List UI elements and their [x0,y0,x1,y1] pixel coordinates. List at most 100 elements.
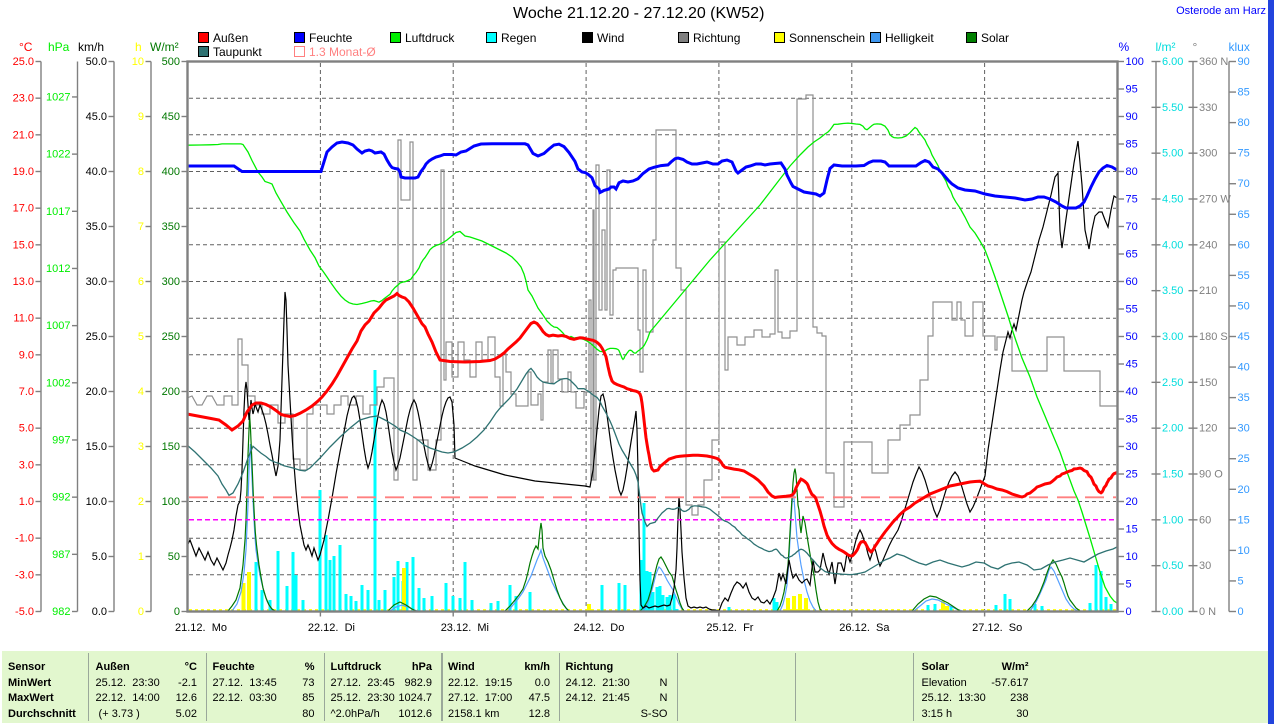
svg-text:85: 85 [1238,87,1250,99]
svg-text:l/m²: l/m² [1156,40,1176,54]
svg-text:0: 0 [138,606,144,618]
svg-text:200: 200 [162,386,180,398]
svg-text:25.12. Fr: 25.12. Fr [706,622,753,634]
svg-text:-1.0: -1.0 [15,533,34,545]
svg-text:35.0: 35.0 [86,221,107,233]
svg-text:45: 45 [1126,359,1138,371]
svg-text:15: 15 [1238,514,1250,526]
svg-text:19.0: 19.0 [13,166,34,178]
svg-text:5: 5 [1126,579,1132,591]
svg-text:180 S: 180 S [1199,331,1228,343]
svg-text:987: 987 [52,549,70,561]
svg-text:6: 6 [138,276,144,288]
svg-text:27.12. So: 27.12. So [972,622,1022,634]
svg-text:150: 150 [162,441,180,453]
svg-text:50.0: 50.0 [86,56,107,68]
svg-text:15.0: 15.0 [13,239,34,251]
svg-text:270 W: 270 W [1199,194,1231,206]
svg-text:360 N: 360 N [1199,56,1228,68]
svg-text:26.12. Sa: 26.12. Sa [839,622,890,634]
svg-text:85: 85 [1126,139,1138,151]
svg-text:65: 65 [1238,209,1250,221]
svg-text:24.12. Do: 24.12. Do [574,622,625,634]
svg-text:70: 70 [1238,178,1250,190]
svg-text:10: 10 [1126,551,1138,563]
svg-text:W/m²: W/m² [150,40,179,54]
svg-text:997: 997 [52,435,70,447]
svg-text:13.0: 13.0 [13,276,34,288]
svg-text:8: 8 [138,166,144,178]
svg-text:hPa: hPa [48,40,70,54]
svg-text:22.12. Di: 22.12. Di [308,622,355,634]
svg-text:210: 210 [1199,285,1217,297]
svg-text:25: 25 [1238,453,1250,465]
svg-text:95: 95 [1126,84,1138,96]
svg-text:25.0: 25.0 [86,331,107,343]
svg-text:400: 400 [162,166,180,178]
svg-text:7: 7 [138,221,144,233]
svg-text:60: 60 [1238,239,1250,251]
svg-text:1002: 1002 [46,377,70,389]
svg-text:300: 300 [162,276,180,288]
svg-text:25: 25 [1126,469,1138,481]
svg-text:0.50: 0.50 [1162,560,1183,572]
svg-text:-5.0: -5.0 [15,606,34,618]
svg-text:10: 10 [1238,545,1250,557]
svg-text:5.50: 5.50 [1162,102,1183,114]
svg-text:15: 15 [1126,524,1138,536]
svg-text:9: 9 [138,111,144,123]
svg-text:3.0: 3.0 [19,459,34,471]
svg-text:4.00: 4.00 [1162,239,1183,251]
svg-text:90 O: 90 O [1199,469,1223,481]
svg-text:23.12. Mi: 23.12. Mi [441,622,489,634]
svg-text:3: 3 [138,441,144,453]
svg-text:150: 150 [1199,377,1217,389]
svg-text:80: 80 [1126,166,1138,178]
svg-text:3.50: 3.50 [1162,285,1183,297]
svg-text:35: 35 [1238,392,1250,404]
svg-text:90: 90 [1126,111,1138,123]
svg-text:15.0: 15.0 [86,441,107,453]
svg-text:992: 992 [52,492,70,504]
svg-text:45: 45 [1238,331,1250,343]
svg-text:60: 60 [1199,514,1211,526]
svg-text:21.12. Mo: 21.12. Mo [175,622,227,634]
svg-text:250: 250 [162,331,180,343]
svg-text:2.00: 2.00 [1162,423,1183,435]
svg-text:300: 300 [1199,148,1217,160]
svg-text:30: 30 [1126,441,1138,453]
svg-text:2: 2 [138,496,144,508]
svg-text:1012: 1012 [46,263,70,275]
svg-text:80: 80 [1238,117,1250,129]
svg-text:75: 75 [1238,148,1250,160]
svg-text:40.0: 40.0 [86,166,107,178]
svg-text:60: 60 [1126,276,1138,288]
svg-text:350: 350 [162,221,180,233]
svg-text:5: 5 [1238,575,1244,587]
svg-text:90: 90 [1238,56,1250,68]
svg-text:50: 50 [1126,331,1138,343]
svg-text:65: 65 [1126,249,1138,261]
svg-text:20: 20 [1238,484,1250,496]
svg-text:50: 50 [168,551,180,563]
svg-text:0.00: 0.00 [1162,606,1183,618]
svg-text:1.00: 1.00 [1162,514,1183,526]
svg-text:0 N: 0 N [1199,606,1216,618]
svg-text:120: 120 [1199,423,1217,435]
svg-text:45.0: 45.0 [86,111,107,123]
svg-text:70: 70 [1126,221,1138,233]
svg-text:%: % [1119,40,1130,54]
svg-text:100: 100 [162,496,180,508]
svg-text:17.0: 17.0 [13,203,34,215]
svg-text:km/h: km/h [78,40,104,54]
svg-text:3.00: 3.00 [1162,331,1183,343]
svg-text:40: 40 [1238,362,1250,374]
svg-text:1027: 1027 [46,91,70,103]
svg-text:11.0: 11.0 [13,313,34,325]
svg-text:6.00: 6.00 [1162,56,1183,68]
svg-text:50: 50 [1238,300,1250,312]
svg-text:-3.0: -3.0 [15,569,34,581]
svg-text:1022: 1022 [46,149,70,161]
svg-text:0: 0 [1238,606,1244,618]
svg-text:0: 0 [174,606,180,618]
